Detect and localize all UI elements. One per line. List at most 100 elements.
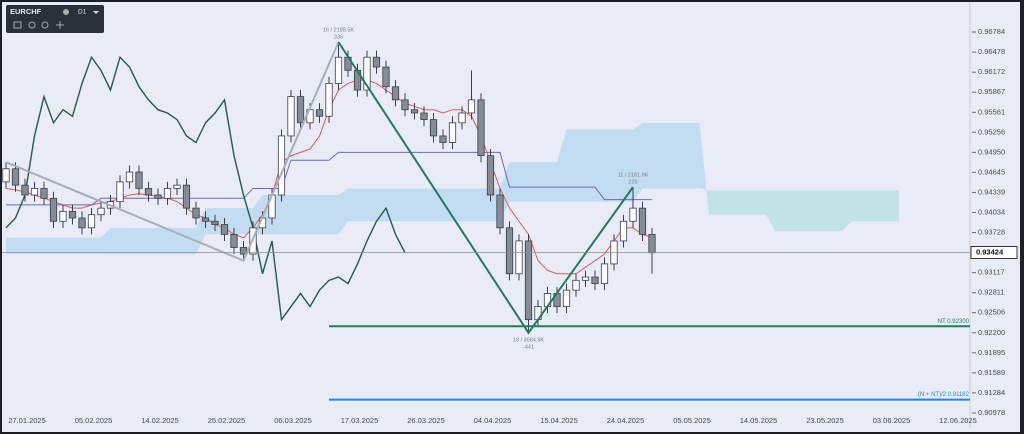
candle-body [116, 181, 124, 202]
ichimoku-cloud [15, 237, 25, 255]
candle-body [391, 86, 400, 101]
ichimoku-cloud [813, 190, 823, 232]
dropdown-icon[interactable] [93, 11, 99, 14]
ichimoku-cloud [120, 227, 130, 255]
ichimoku-cloud [167, 227, 177, 255]
candle-body [49, 197, 58, 222]
ichimoku-cloud [348, 188, 358, 222]
candle-body [372, 56, 381, 68]
ichimoku-cloud [177, 227, 187, 255]
candle-body [638, 207, 647, 235]
symbol[interactable]: EURCHF [10, 7, 42, 16]
candle-body [21, 184, 29, 196]
ichimoku-cloud [110, 227, 120, 255]
zigzag-line [337, 41, 634, 335]
candle-body [78, 217, 86, 229]
ichimoku-cloud [728, 190, 738, 215]
zoom-in-icon[interactable] [28, 21, 36, 29]
candle-body [296, 96, 305, 124]
ichimoku-cloud [718, 190, 728, 215]
ichimoku-cloud [880, 190, 890, 222]
y-tick-label: 0.96172 [978, 67, 1005, 76]
ichimoku-cloud [519, 162, 529, 202]
candle-body [325, 83, 333, 117]
x-tick-label: 27.01.2025 [8, 416, 46, 425]
zoom-out-icon[interactable] [41, 21, 49, 29]
ichimoku-cloud [63, 237, 73, 255]
ichimoku-cloud [405, 188, 415, 222]
tool-icon[interactable] [13, 21, 22, 29]
candle-body [315, 109, 324, 117]
candle-body [382, 66, 390, 88]
candle-body [439, 135, 447, 143]
ichimoku-cloud [861, 190, 871, 222]
ichimoku-cloud [386, 188, 396, 222]
candle-body [401, 99, 409, 111]
ichimoku-cloud [794, 190, 804, 232]
ichimoku-cloud [699, 122, 709, 215]
x-tick-label: 06.03.2025 [274, 416, 312, 425]
indicator-line [6, 151, 652, 206]
ichimoku-cloud [129, 227, 139, 255]
ichimoku-cloud [785, 190, 795, 232]
y-tick-label: 0.96784 [978, 27, 1005, 36]
ichimoku-cloud [82, 237, 92, 255]
ichimoku-cloud [576, 129, 586, 202]
timeframe[interactable]: D1 [78, 9, 87, 16]
ichimoku-cloud [34, 237, 44, 255]
ichimoku-cloud [101, 227, 111, 255]
toolbar[interactable]: EURCHF D1 [6, 5, 104, 33]
ichimoku-cloud [585, 129, 595, 202]
x-tick-label: 17.03.2025 [341, 416, 379, 425]
last-price-box [970, 245, 1018, 259]
candle-body [448, 122, 457, 143]
level-label: (N + NT)/2 0.91182 [918, 392, 970, 398]
candle-body [496, 194, 504, 229]
ichimoku-cloud [158, 227, 168, 255]
ichimoku-cloud [395, 188, 405, 222]
candle-body [173, 184, 181, 189]
x-tick-label: 24.04.2025 [607, 416, 645, 425]
ichimoku-cloud [709, 190, 719, 215]
ichimoku-cloud [595, 129, 605, 202]
ichimoku-cloud [842, 190, 852, 232]
ichimoku-cloud [139, 227, 149, 255]
candle-body [334, 56, 343, 84]
candle-body [144, 188, 153, 196]
ichimoku-cloud [186, 227, 196, 255]
x-tick-label: 05.05.2025 [673, 416, 711, 425]
ichimoku-cloud [547, 162, 557, 202]
ichimoku-cloud [338, 188, 348, 235]
ichimoku-cloud [281, 195, 291, 235]
ichimoku-cloud [747, 190, 757, 215]
candle-body [505, 227, 514, 275]
y-tick-label: 0.94339 [978, 187, 1005, 196]
x-tick-label: 14.05.2025 [740, 416, 778, 425]
ichimoku-cloud [737, 190, 747, 215]
candle-body [572, 279, 580, 291]
ichimoku-cloud [623, 129, 633, 202]
y-tick-label: 0.94950 [978, 147, 1005, 156]
ichimoku-cloud [291, 195, 301, 235]
ichimoku-cloud [642, 122, 652, 189]
candle-body [30, 188, 39, 196]
ichimoku-cloud [310, 195, 320, 235]
y-tick-label: 0.93117 [978, 268, 1005, 277]
candle-body [59, 211, 67, 222]
y-tick-label: 0.95561 [978, 107, 1005, 116]
ichimoku-cloud [557, 129, 567, 202]
ichimoku-cloud [775, 190, 785, 232]
candle-body [68, 211, 77, 219]
ichimoku-cloud [652, 122, 662, 189]
move-icon[interactable] [56, 21, 64, 29]
candle-body [524, 240, 533, 321]
ichimoku-cloud [414, 188, 424, 222]
ichimoku-cloud [633, 122, 643, 202]
x-tick-label: 14.02.2025 [141, 416, 179, 425]
y-tick-label: 0.96478 [978, 47, 1005, 56]
candle-body [477, 99, 485, 157]
candle-body [192, 207, 200, 219]
settings-icon[interactable] [63, 9, 69, 15]
candle-body [125, 171, 134, 183]
candle-body [581, 276, 590, 281]
